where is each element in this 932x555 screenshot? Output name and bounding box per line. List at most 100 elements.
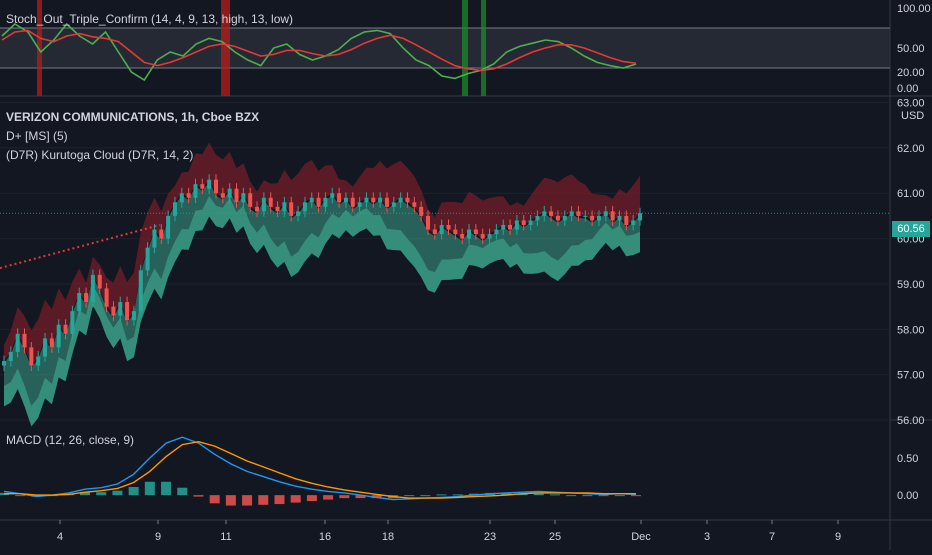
price-axis-tick: 57.00 [897, 370, 925, 382]
candle-body [227, 188, 232, 198]
candle-body [97, 274, 102, 289]
macd-axis-tick: 0.50 [897, 453, 918, 465]
candle-body [432, 229, 437, 235]
candle-body [446, 224, 451, 230]
macd-histogram-bar [209, 495, 220, 504]
candle-body [590, 215, 595, 221]
stoch-axis-tick: 100.00 [897, 3, 931, 15]
macd-histogram-bar [96, 492, 107, 496]
macd-histogram-bar [112, 490, 123, 496]
macd-histogram-bar [177, 487, 188, 496]
candle-body [337, 193, 342, 203]
candle-body [104, 288, 109, 307]
candle-body [343, 197, 348, 203]
candle-body [371, 197, 376, 203]
macd-histogram-bar [501, 492, 512, 496]
candle-body [460, 234, 465, 239]
candle-body [521, 220, 526, 225]
candle-body [302, 202, 307, 212]
candle-body [255, 206, 260, 212]
candle-body [542, 211, 547, 216]
x-axis-tick: 16 [319, 531, 331, 543]
candle-body [70, 311, 75, 334]
macd-histogram-bar [258, 495, 269, 505]
macd-histogram-bar [128, 486, 139, 496]
macd-histogram-bar [549, 494, 560, 496]
candle-body [316, 197, 321, 207]
macd-histogram-bar [323, 495, 334, 500]
candle-body [2, 361, 6, 366]
candle-body [125, 302, 130, 321]
candle-body [145, 247, 150, 271]
x-axis-tick: 3 [704, 531, 710, 543]
candle-body [631, 220, 636, 225]
candle-body [439, 224, 444, 235]
stoch-signal-column [462, 0, 468, 96]
candle-body [596, 215, 601, 221]
candle-body [405, 197, 410, 203]
candle-body [15, 333, 20, 352]
candle-body [624, 215, 629, 225]
candle-body [555, 215, 560, 221]
candle-body [172, 202, 177, 216]
candle-body [63, 324, 68, 334]
macd-histogram-bar [436, 494, 447, 496]
symbol-title[interactable]: VERIZON COMMUNICATIONS, 1h, Cboe BZX [6, 110, 260, 124]
candle-body [364, 197, 369, 203]
candle-body [494, 229, 499, 235]
stoch-band [0, 28, 890, 68]
candle-body [569, 211, 574, 216]
macd-histogram-bar [339, 495, 350, 499]
candle-body [350, 197, 355, 207]
macd-histogram-bar [582, 495, 593, 497]
stoch-indicator-label[interactable]: Stoch_Out_Triple_Confirm (14, 4, 9, 13, … [6, 12, 294, 26]
candle-body [90, 274, 95, 303]
macd-histogram-bar [306, 495, 317, 502]
indicator-kurutoga-label[interactable]: (D7R) Kurutoga Cloud (D7R, 14, 2) [6, 148, 194, 162]
candle-body [179, 193, 184, 203]
candle-body [248, 193, 253, 207]
price-axis-tick: 62.00 [897, 143, 925, 155]
macd-histogram-bar [614, 495, 625, 497]
candle-body [501, 224, 506, 230]
candle-body [84, 293, 89, 303]
candle-body [576, 211, 581, 216]
candle-body [77, 293, 82, 312]
candle-body [282, 202, 287, 212]
macd-histogram-bar [533, 493, 544, 496]
x-axis-tick: 7 [769, 531, 775, 543]
macd-histogram-bar [161, 481, 172, 496]
candle-body [638, 213, 642, 221]
candle-body [200, 184, 205, 189]
macd-histogram-bar [371, 495, 382, 499]
candle-body [159, 229, 164, 239]
x-axis-tick: 4 [57, 531, 63, 543]
macd-indicator-label[interactable]: MACD (12, 26, close, 9) [6, 433, 135, 447]
candle-body [275, 206, 280, 212]
x-axis-tick: 9 [155, 531, 161, 543]
price-axis-tick: 58.00 [897, 324, 925, 336]
teal-cloud-area [4, 181, 640, 427]
candle-body [138, 270, 143, 312]
candle-body [8, 351, 13, 362]
candle-body [214, 179, 218, 194]
x-axis-tick: 9 [835, 531, 841, 543]
stoch-axis-tick: 50.00 [897, 43, 925, 55]
stoch-signal-column [37, 0, 42, 96]
macd-histogram-bar [631, 495, 641, 497]
teal-cloud-core [4, 195, 640, 427]
macd-histogram-bar [404, 495, 415, 497]
candle-body [330, 193, 335, 198]
macd-histogram-bar [452, 494, 463, 496]
candle-body [412, 202, 417, 207]
indicator-dplus-label[interactable]: D+ [MS] (5) [6, 129, 68, 143]
macd-histogram-bar [290, 495, 301, 503]
candle-body [610, 211, 615, 221]
stoch-series-line [1, 22, 637, 82]
macd-histogram-bar [274, 495, 285, 505]
candle-body [378, 197, 383, 203]
candle-body [22, 333, 27, 348]
last-price-badge: 60.56 [892, 221, 930, 237]
